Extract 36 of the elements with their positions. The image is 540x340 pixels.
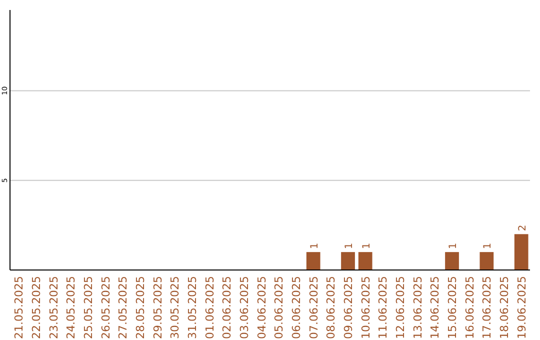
x-tick-label: 07.06.2025 bbox=[307, 276, 320, 339]
x-tick-label: 04.06.2025 bbox=[255, 276, 268, 339]
x-tick-label: 12.06.2025 bbox=[394, 276, 407, 339]
x-tick-label: 23.05.2025 bbox=[47, 276, 60, 339]
data-label: 1 bbox=[448, 242, 459, 250]
x-tick-label: 19.06.2025 bbox=[515, 276, 528, 339]
x-tick-label: 29.05.2025 bbox=[151, 276, 164, 339]
data-label: 2 bbox=[517, 224, 528, 232]
x-tick-label: 11.06.2025 bbox=[376, 276, 390, 339]
x-tick-label: 10.06.2025 bbox=[359, 276, 372, 339]
x-tick-label: 30.05.2025 bbox=[168, 276, 182, 339]
x-tick-label: 14.06.2025 bbox=[428, 276, 442, 339]
x-tick-label: 05.06.2025 bbox=[272, 276, 286, 339]
data-label: 1 bbox=[309, 242, 320, 250]
x-tick-label: 02.06.2025 bbox=[220, 276, 234, 339]
x-tick-label: 25.05.2025 bbox=[82, 276, 95, 339]
data-label: 1 bbox=[482, 242, 494, 250]
x-tick-label: 24.05.2025 bbox=[64, 276, 78, 339]
x-tick-label: 22.05.2025 bbox=[30, 276, 43, 339]
x-tick-label: 28.05.2025 bbox=[134, 276, 147, 339]
x-tick-label: 08.06.2025 bbox=[324, 276, 338, 339]
x-tick-label: 13.06.2025 bbox=[411, 276, 424, 339]
x-tick-label: 26.05.2025 bbox=[99, 276, 112, 339]
x-tick-label: 01.06.2025 bbox=[203, 276, 216, 339]
x-tick-label: 03.06.2025 bbox=[238, 276, 251, 339]
x-tick-label: 16.06.2025 bbox=[463, 276, 476, 339]
x-tick-label: 15.06.2025 bbox=[446, 276, 459, 339]
data-label: 1 bbox=[344, 242, 355, 250]
x-tick-label: 18.06.2025 bbox=[498, 276, 511, 339]
x-tick-label: 21.05.2025 bbox=[12, 276, 26, 339]
data-label: 1 bbox=[361, 242, 372, 250]
x-tick-label: 31.05.2025 bbox=[186, 276, 199, 339]
x-tick-label: 06.06.2025 bbox=[290, 276, 303, 339]
x-tick-label: 17.06.2025 bbox=[480, 276, 494, 339]
x-tick-label: 27.05.2025 bbox=[116, 276, 130, 339]
x-tick-label: 09.06.2025 bbox=[342, 276, 355, 339]
